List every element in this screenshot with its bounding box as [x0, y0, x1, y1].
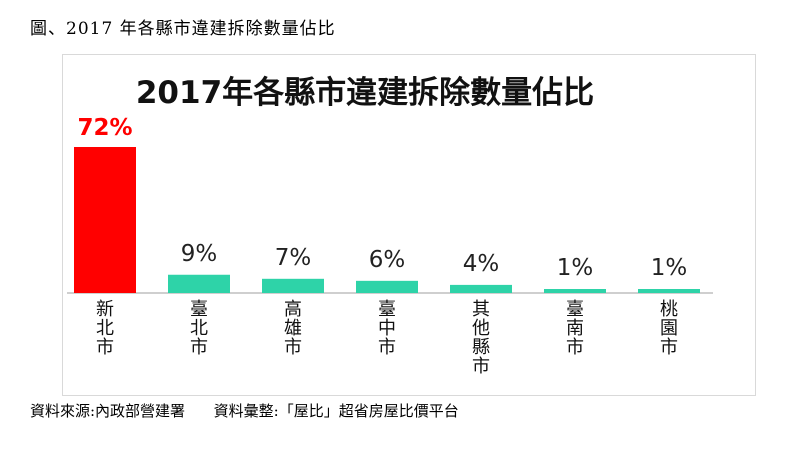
value-label-3: 7%: [275, 245, 312, 271]
chart-container: 2017年各縣市違建拆除數量佔比 72% 新北市 9% 臺北市 7% 高雄市 6% 臺中市 4%…: [62, 54, 756, 396]
category-label-4: 臺中市: [378, 299, 396, 358]
value-label-2: 9%: [181, 241, 218, 267]
value-label-7: 1%: [651, 255, 688, 281]
category-label-7: 桃園市: [660, 299, 678, 358]
category-label-5: 其他縣市: [472, 299, 490, 377]
source-note: 資料來源:內政部營建署 資料彙整:「屋比」超省房屋比價平台: [30, 402, 459, 420]
value-label-6: 1%: [557, 255, 594, 281]
chart-title: 2017年各縣市違建拆除數量佔比: [136, 75, 594, 111]
bar-4: [356, 280, 418, 293]
category-label-3: 高雄市: [284, 299, 302, 358]
bar-7: [638, 289, 700, 293]
category-label-2: 臺北市: [190, 299, 208, 358]
bar-5: [450, 284, 512, 293]
bar-chart: 2017年各縣市違建拆除數量佔比 72% 新北市 9% 臺北市 7% 高雄市 6% 臺中市 4%…: [67, 75, 713, 377]
category-label-6: 臺南市: [566, 299, 584, 358]
bar-2: [168, 274, 230, 293]
bar-6: [544, 289, 606, 293]
value-label-1: 72%: [77, 115, 132, 141]
bar-3: [262, 278, 324, 293]
value-label-4: 6%: [369, 247, 406, 273]
value-label-5: 4%: [463, 251, 500, 277]
bar-1: [74, 147, 136, 293]
category-label-1: 新北市: [96, 299, 114, 358]
figure-caption: 圖、2017 年各縣市違建拆除數量佔比: [30, 19, 336, 39]
